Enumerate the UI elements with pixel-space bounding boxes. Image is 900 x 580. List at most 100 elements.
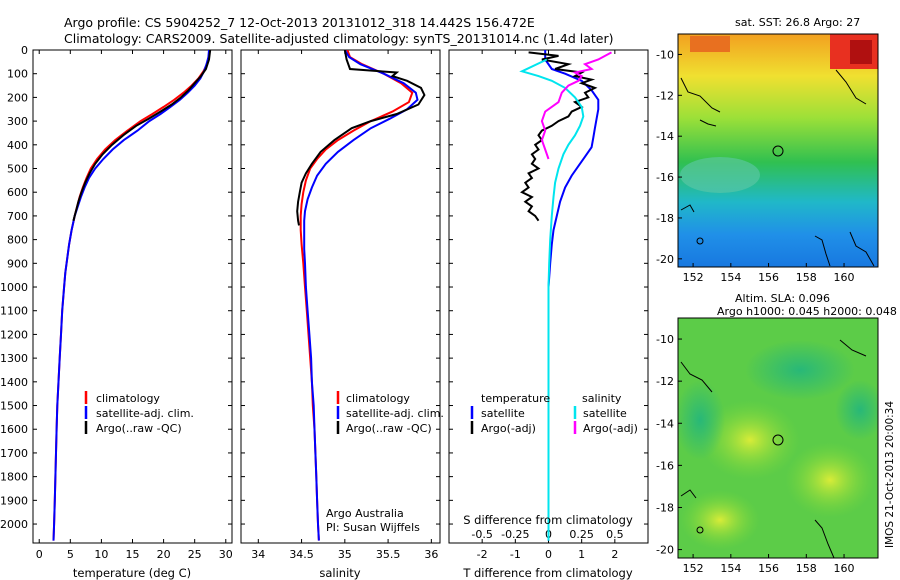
- lon-tick-label: 158: [796, 562, 817, 575]
- y-tick-label: 1700: [0, 447, 28, 460]
- legend-t-sat-label: satellite: [481, 407, 525, 420]
- y-tick-label: 400: [7, 139, 28, 152]
- legend-t-argo-label: Argo(-adj): [481, 422, 536, 435]
- argo-position-marker: [772, 434, 784, 446]
- y-tick-label: 700: [7, 210, 28, 223]
- legend-sat-label: satellite-adj. clim.: [96, 407, 194, 420]
- temperature-tick-labels: 0 5 10 15 20 25 30: [33, 49, 233, 561]
- temperature-xlabel: temperature (deg C): [73, 566, 191, 580]
- series-line-satellite-adj-clim: [303, 50, 419, 541]
- legend-clim-label: climatology: [346, 392, 410, 405]
- y-tick-label: 1200: [0, 328, 28, 341]
- lon-tick-label: 156: [758, 562, 779, 575]
- x-tick-label: 15: [126, 548, 140, 561]
- lon-tick-label: 160: [834, 562, 855, 575]
- sla-high-region: [680, 490, 760, 550]
- x-tick-label: 30: [219, 548, 233, 561]
- lon-tick-label: 152: [683, 562, 704, 575]
- y-tick-label: 1300: [0, 352, 28, 365]
- sst-map-panel: sat. SST: 26.8 Argo: 27 -10-12-14-16-18-…: [656, 16, 879, 284]
- y-tick-label: 1500: [0, 400, 28, 413]
- lon-tick-label: 154: [720, 562, 741, 575]
- salinity-axes-frame: [240, 49, 441, 544]
- x-tick-label: -1: [510, 548, 521, 561]
- coastline: [680, 361, 713, 393]
- lon-tick-label: 152: [683, 271, 704, 284]
- y-tick-label: 1400: [0, 376, 28, 389]
- island-marker: [696, 237, 704, 245]
- s-diff-tick-label: -0.25: [501, 528, 529, 541]
- sla-low-region: [745, 340, 855, 400]
- sla-high-region: [785, 442, 875, 518]
- temperature-panel: 0100200300400500600700800900100011001200…: [0, 44, 233, 580]
- x-tick-label: 34.5: [289, 548, 314, 561]
- sst-field: [678, 34, 878, 267]
- legend-argo-label: Argo(..raw -QC): [346, 422, 432, 435]
- sst-map-title: sat. SST: 26.8 Argo: 27: [735, 16, 860, 29]
- x-tick-label: 20: [157, 548, 171, 561]
- coastline: [839, 339, 867, 357]
- s-diff-tick-label: -0.5: [471, 528, 492, 541]
- difference-panel: -2 -1 0 1 2 -0.5 -0.25 0 0.25 0.5 S difference f…: [448, 49, 649, 580]
- sst-cool-patch: [680, 157, 760, 193]
- lat-tick-label: -18: [656, 501, 674, 514]
- header-line2: Climatology: CARS2009. Satellite-adjuste…: [64, 31, 614, 46]
- reef-outline: [680, 204, 695, 213]
- coastline: [680, 77, 721, 113]
- y-tick-label: 800: [7, 234, 28, 247]
- y-tick-label: 600: [7, 186, 28, 199]
- y-tick-label: 2000: [0, 518, 28, 531]
- y-tick-label: 500: [7, 163, 28, 176]
- lat-tick-label: -20: [656, 253, 674, 266]
- s-diff-tick-label: 0.25: [569, 528, 594, 541]
- lat-tick-label: -12: [656, 375, 674, 388]
- argo-position-marker: [772, 145, 784, 157]
- reef-outline: [814, 519, 835, 558]
- temperature-legend: climatology satellite-adj. clim. Argo(..…: [84, 391, 194, 435]
- sla-map-panel: Altim. SLA: 0.096 Argo h1000: 0.045 h200…: [656, 292, 897, 575]
- y-tick-label: 1900: [0, 494, 28, 507]
- y-tick-label: 1000: [0, 281, 28, 294]
- island-marker: [696, 526, 704, 534]
- series-line-argo-raw-qc: [296, 50, 426, 226]
- lat-tick-label: -16: [656, 459, 674, 472]
- sla-map-title1: Altim. SLA: 0.096: [735, 292, 830, 305]
- s-diff-xlabel: S difference from climatology: [463, 513, 633, 527]
- lat-tick-label: -20: [656, 544, 674, 557]
- y-tick-label: 1100: [0, 305, 28, 318]
- legend-salinity-header: salinity: [582, 392, 622, 405]
- temperature-series: [52, 50, 212, 541]
- sla-map-frame: [677, 317, 879, 559]
- reef-outline: [814, 235, 831, 267]
- lat-tick-label: -10: [656, 48, 674, 61]
- legend-sat-label: satellite-adj. clim.: [346, 407, 444, 420]
- sst-lon-tick-labels: 152 154 156 158 160: [683, 263, 855, 284]
- coastline: [835, 69, 867, 105]
- lat-tick-label: -14: [656, 130, 674, 143]
- salinity-series: [296, 50, 426, 541]
- lat-tick-label: -10: [656, 333, 674, 346]
- sla-lon-tick-labels: 152 154 156 158 160: [683, 554, 855, 575]
- legend-s-argo-label: Argo(-adj): [583, 422, 638, 435]
- lat-tick-label: -18: [656, 212, 674, 225]
- legend-clim-label: climatology: [96, 392, 160, 405]
- lat-tick-label: -14: [656, 417, 674, 430]
- lat-tick-label: -16: [656, 171, 674, 184]
- s-diff-tick-label: 0.5: [606, 528, 624, 541]
- sst-hot-patch: [850, 40, 872, 64]
- legend-argo-label: Argo(..raw -QC): [96, 422, 182, 435]
- lon-tick-label: 160: [834, 271, 855, 284]
- x-tick-label: 0: [545, 548, 552, 561]
- pi-annotation: PI: Susan Wijffels: [326, 521, 420, 534]
- salinity-panel: 34 34.5 35 35.5 36 salinity climatology sate…: [240, 49, 444, 580]
- lat-tick-label: -12: [656, 89, 674, 102]
- sst-map-frame: [677, 33, 879, 268]
- sst-lat-tick-labels: -10 -12 -14 -16 -18 -20: [656, 48, 682, 266]
- lon-tick-label: 154: [720, 271, 741, 284]
- salinity-tick-labels: 34 34.5 35 35.5 36: [241, 49, 440, 561]
- lon-tick-label: 158: [796, 271, 817, 284]
- lon-tick-label: 156: [758, 271, 779, 284]
- salinity-xlabel: salinity: [319, 566, 360, 580]
- x-tick-label: 34: [251, 548, 265, 561]
